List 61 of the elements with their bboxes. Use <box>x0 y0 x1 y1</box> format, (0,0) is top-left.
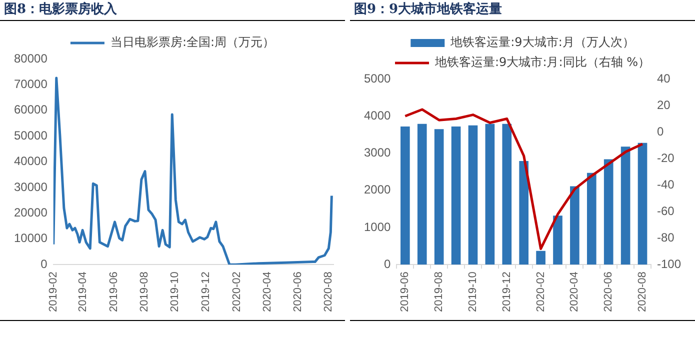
y-tick-label: 10000 <box>14 231 48 246</box>
y-tick-label: 80000 <box>14 51 48 66</box>
y2-tick-label: -100 <box>656 256 682 271</box>
bar <box>451 126 461 265</box>
y2-tick-label: -20 <box>656 150 675 165</box>
y-tick-label: 30000 <box>14 180 48 194</box>
y-tick-label: 60000 <box>14 102 48 117</box>
legend-label: 地铁客运量:9大城市:月（万人次） <box>450 35 634 50</box>
chart-title: 图8：电影票房收入 <box>0 0 345 21</box>
bar <box>586 172 596 265</box>
bar <box>417 124 427 265</box>
x-tick-label: 2020-08 <box>322 272 335 312</box>
y-tick-label: 3000 <box>364 146 392 160</box>
x-tick-label: 2019-02 <box>47 272 60 312</box>
bar <box>536 250 546 265</box>
y-tick-label: 1000 <box>364 220 392 234</box>
bar <box>434 129 444 265</box>
chart-title: 图9：9大城市地铁客运量 <box>350 0 695 21</box>
x-tick-label: 2020-04 <box>568 272 581 312</box>
y2-tick-label: 0 <box>656 124 664 138</box>
legend-label: 地铁客运量:9大城市:月:同比（右轴 %） <box>434 55 650 70</box>
x-tick-label: 2019-06 <box>399 272 412 312</box>
y-tick-label: 40000 <box>14 154 48 168</box>
x-tick-label: 2019-08 <box>433 272 446 312</box>
x-tick-label: 2020-06 <box>602 272 615 312</box>
y2-tick-label: -40 <box>656 177 675 192</box>
y-tick-label: 20000 <box>14 206 48 220</box>
y-tick-label: 5000 <box>364 71 392 86</box>
x-tick-label: 2020-04 <box>261 272 274 312</box>
y-tick-label: 0 <box>384 256 392 271</box>
y2-tick-label: 40 <box>656 71 671 86</box>
x-tick-label: 2020-08 <box>636 272 649 312</box>
x-tick-label: 2020-02 <box>534 272 547 312</box>
x-tick-label: 2019-12 <box>500 272 513 312</box>
x-tick-label: 2019-08 <box>138 272 150 312</box>
y2-tick-label: 20 <box>656 98 671 112</box>
bar <box>400 126 410 265</box>
bar <box>604 159 614 265</box>
x-tick-label: 2019-10 <box>467 272 480 312</box>
bar <box>620 146 630 265</box>
y-tick-label: 0 <box>40 256 48 271</box>
bar <box>468 125 478 265</box>
y2-tick-label: -60 <box>656 204 675 218</box>
bar <box>638 142 648 265</box>
x-tick-label: 2019-06 <box>108 272 120 312</box>
legend-label: 当日电影票房:全国:周（万元） <box>110 35 275 50</box>
y-tick-label: 70000 <box>14 77 48 92</box>
x-tick-label: 2019-04 <box>77 272 90 312</box>
y2-tick-label: -80 <box>656 230 675 244</box>
bar <box>553 216 562 265</box>
bar <box>502 124 512 265</box>
x-tick-label: 2019-12 <box>200 272 212 312</box>
x-tick-label: 2020-02 <box>231 272 244 312</box>
bar <box>570 186 580 265</box>
y-tick-label: 4000 <box>364 108 392 122</box>
y-tick-label: 50000 <box>14 128 48 142</box>
y-tick-label: 2000 <box>364 182 392 197</box>
x-tick-label: 2019-10 <box>169 272 182 312</box>
bar <box>519 161 528 265</box>
bar <box>485 124 495 265</box>
x-tick-label: 2020-06 <box>292 272 304 312</box>
